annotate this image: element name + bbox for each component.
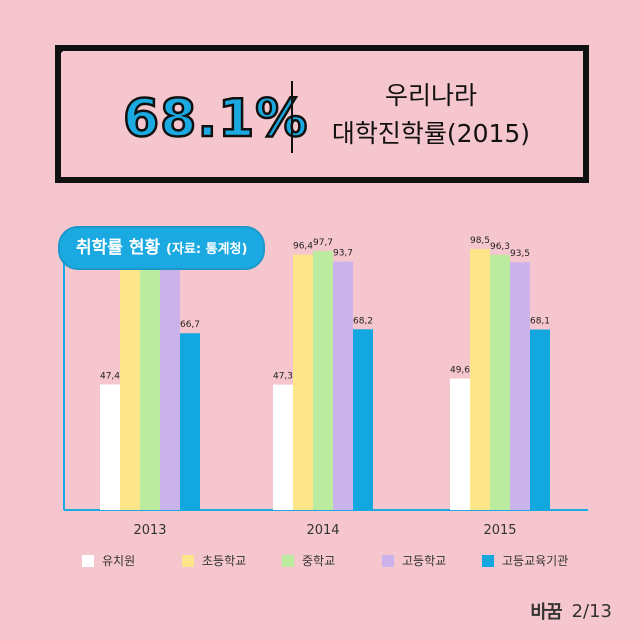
bar-value-label: 93,5 <box>510 249 530 259</box>
bar <box>353 329 373 510</box>
bar <box>293 254 313 510</box>
brand-logo: 바꿈 <box>530 602 562 623</box>
headline-percent: 68.1% <box>122 88 309 151</box>
legend-label: 초등학교 <box>202 554 247 568</box>
legend-item: 유치원 <box>82 552 182 569</box>
bar <box>510 262 530 510</box>
bar <box>530 329 550 510</box>
bar <box>470 248 490 510</box>
x-tick-label: 2015 <box>483 523 516 538</box>
headline-caption: 우리나라 대학진학률(2015) <box>306 77 556 153</box>
chart-title-badge: 취학률 현황 (자료: 통계청) <box>58 226 266 270</box>
bar <box>180 333 200 510</box>
bar <box>100 384 120 510</box>
legend-swatch <box>482 554 494 567</box>
bar <box>450 378 470 510</box>
legend-swatch <box>182 554 194 567</box>
bar-value-label: 68,2 <box>353 316 373 326</box>
bar <box>140 255 160 510</box>
bar-value-label: 96,4 <box>293 242 313 252</box>
legend-label: 고등학교 <box>402 554 447 568</box>
legend-item: 중학교 <box>282 552 382 569</box>
bar <box>120 252 140 511</box>
corner-notch <box>55 45 69 59</box>
headline-line2: 대학진학률(2015) <box>331 119 531 148</box>
bar <box>273 384 293 510</box>
bar-value-label: 96,3 <box>490 242 510 252</box>
legend-item: 고등교육기관 <box>482 552 568 569</box>
x-tick-label: 2014 <box>306 523 339 538</box>
legend-swatch <box>82 554 94 567</box>
bar <box>160 261 180 510</box>
bar-value-label: 47,3 <box>273 372 293 382</box>
bar-value-label: 97,7 <box>313 238 333 248</box>
chart-source: (자료: 통계청) <box>166 242 248 257</box>
headline-divider <box>291 81 293 153</box>
page-number: 2/13 <box>571 600 612 622</box>
bar-value-label: 93,7 <box>333 249 353 259</box>
bar-value-label: 66,7 <box>180 320 200 330</box>
bar <box>333 261 353 510</box>
bar-value-label: 68,1 <box>530 317 550 327</box>
chart-title: 취학률 현황 <box>76 238 161 258</box>
legend-item: 초등학교 <box>182 552 282 569</box>
legend-label: 고등교육기관 <box>502 554 569 568</box>
bar-value-label: 98,5 <box>470 236 490 246</box>
legend-item: 고등학교 <box>382 552 482 569</box>
bar-value-label: 47,4 <box>100 371 120 381</box>
headline-line1: 우리나라 <box>384 81 477 110</box>
bar-value-label: 49,6 <box>450 366 470 376</box>
legend-label: 중학교 <box>302 554 336 568</box>
chart-legend: 유치원 초등학교 중학교 고등학교 고등교육기관 <box>82 552 568 569</box>
legend-label: 유치원 <box>102 554 136 568</box>
legend-swatch <box>282 554 294 567</box>
page-footer: 바꿈 2/13 <box>530 598 612 624</box>
legend-swatch <box>382 554 394 567</box>
x-tick-label: 2013 <box>133 523 166 538</box>
bar <box>490 254 510 510</box>
bar <box>313 251 333 510</box>
headline-box: 68.1% 우리나라 대학진학률(2015) <box>55 45 589 183</box>
